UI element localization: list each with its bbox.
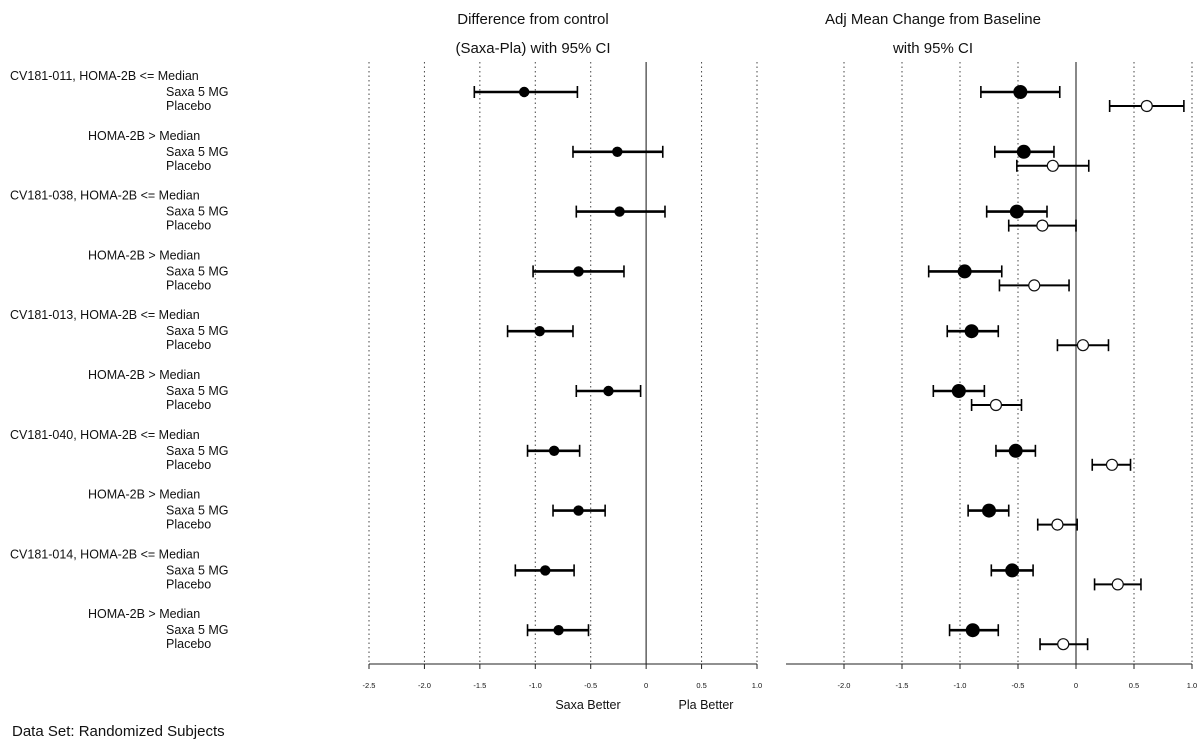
saxa-estimate-point xyxy=(1008,443,1023,458)
treatment-label: Saxa 5 MG xyxy=(166,623,229,637)
x-tick-label: -2.0 xyxy=(418,681,431,690)
saxa-estimate-point xyxy=(951,384,966,398)
adj-mean-change-panel: Adj Mean Change from Baseline with 95% C… xyxy=(786,11,1197,690)
placebo-estimate-point xyxy=(1036,219,1049,232)
control-label: Placebo xyxy=(166,518,211,532)
control-label: Placebo xyxy=(166,637,211,651)
x-tick-label: -2.0 xyxy=(838,681,851,690)
adj-mean-panel-title: Adj Mean Change from Baseline xyxy=(825,11,1041,28)
x-tick-label: -1.0 xyxy=(954,681,967,690)
x-tick-label: 1.0 xyxy=(1187,681,1197,690)
data-set-footer: Data Set: Randomized Subjects xyxy=(12,723,225,740)
x-tick-label: -0.5 xyxy=(584,681,597,690)
study-subgroup-label: CV181-014, HOMA-2B <= Median xyxy=(10,547,200,561)
treatment-label: Saxa 5 MG xyxy=(166,384,229,398)
control-label: Placebo xyxy=(166,278,211,292)
control-label: Placebo xyxy=(166,159,211,173)
treatment-label: Saxa 5 MG xyxy=(166,504,229,518)
difference-estimate-point xyxy=(519,86,530,98)
placebo-estimate-point xyxy=(1105,458,1119,471)
treatment-label: Saxa 5 MG xyxy=(166,264,229,278)
homa-subgroup-label: HOMA-2B > Median xyxy=(88,488,200,502)
saxa-estimate-point xyxy=(982,503,996,518)
placebo-estimate-point xyxy=(1057,638,1070,651)
difference-marks xyxy=(473,86,666,637)
difference-estimate-point xyxy=(603,385,614,397)
treatment-label: Saxa 5 MG xyxy=(166,563,229,577)
control-label: Placebo xyxy=(166,219,211,233)
placebo-estimate-point xyxy=(1111,578,1124,591)
difference-panel: Difference from control (Saxa-Pla) with … xyxy=(363,11,763,712)
x-tick-label: -1.5 xyxy=(473,681,486,690)
difference-panel-title: Difference from control xyxy=(457,11,608,28)
difference-estimate-point xyxy=(534,326,545,337)
treatment-label: Saxa 5 MG xyxy=(166,324,229,338)
placebo-estimate-point xyxy=(1028,279,1041,292)
x-tick-label: 0 xyxy=(1074,681,1078,690)
difference-panel-subtitle: (Saxa-Pla) with 95% CI xyxy=(455,40,610,57)
adj-mean-grid xyxy=(843,62,1193,664)
control-label: Placebo xyxy=(166,577,211,591)
difference-estimate-point xyxy=(612,146,623,157)
study-subgroup-label: CV181-011, HOMA-2B <= Median xyxy=(10,69,199,83)
saxa-estimate-point xyxy=(965,623,980,638)
difference-estimate-point xyxy=(553,625,564,636)
placebo-estimate-point xyxy=(1140,99,1153,113)
placebo-estimate-point xyxy=(1051,518,1064,531)
pla-better-label: Pla Better xyxy=(679,698,734,712)
treatment-label: Saxa 5 MG xyxy=(166,85,229,99)
difference-estimate-point xyxy=(548,445,560,456)
placebo-estimate-point xyxy=(989,398,1003,412)
x-tick-label: 0.5 xyxy=(1129,681,1139,690)
treatment-label: Saxa 5 MG xyxy=(166,444,229,458)
homa-subgroup-label: HOMA-2B > Median xyxy=(88,607,200,621)
x-tick-label: -1.0 xyxy=(529,681,542,690)
placebo-estimate-point xyxy=(1046,159,1059,172)
difference-x-axis: -2.5 -2.0 -1.5 -1.0 -0.5 0 0.5 1.0 xyxy=(363,663,762,690)
treatment-label: Saxa 5 MG xyxy=(166,145,229,159)
saxa-estimate-point xyxy=(957,264,972,279)
difference-estimate-point xyxy=(573,505,584,516)
saxa-estimate-point xyxy=(964,324,979,339)
control-label: Placebo xyxy=(166,99,211,113)
saxa-estimate-point xyxy=(1013,85,1028,99)
adj-mean-x-axis: -2.0 -1.5 -1.0 -0.5 0 0.5 1.0 xyxy=(786,663,1197,690)
x-tick-label: -1.5 xyxy=(896,681,909,690)
x-tick-label: -2.5 xyxy=(363,681,376,690)
adj-mean-marks xyxy=(927,85,1185,651)
saxa-estimate-point xyxy=(1016,144,1031,159)
placebo-estimate-point xyxy=(1076,339,1090,352)
x-tick-label: 0.5 xyxy=(696,681,706,690)
control-label: Placebo xyxy=(166,458,211,472)
difference-estimate-point xyxy=(540,565,551,576)
study-subgroup-label: CV181-040, HOMA-2B <= Median xyxy=(10,428,200,442)
homa-subgroup-label: HOMA-2B > Median xyxy=(88,368,200,382)
saxa-estimate-point xyxy=(1009,204,1024,219)
control-label: Placebo xyxy=(166,398,211,412)
difference-estimate-point xyxy=(614,206,625,217)
control-label: Placebo xyxy=(166,338,211,352)
homa-subgroup-label: HOMA-2B > Median xyxy=(88,129,200,143)
study-subgroup-label: CV181-013, HOMA-2B <= Median xyxy=(10,308,200,322)
difference-estimate-point xyxy=(573,266,584,277)
x-tick-label: 0 xyxy=(644,681,648,690)
x-tick-label: -0.5 xyxy=(1012,681,1025,690)
study-subgroup-label: CV181-038, HOMA-2B <= Median xyxy=(10,189,200,203)
x-tick-label: 1.0 xyxy=(752,681,762,690)
saxa-estimate-point xyxy=(1005,563,1020,578)
difference-grid xyxy=(368,62,758,664)
treatment-label: Saxa 5 MG xyxy=(166,205,229,219)
homa-subgroup-label: HOMA-2B > Median xyxy=(88,248,200,262)
adj-mean-panel-subtitle: with 95% CI xyxy=(892,40,973,57)
saxa-better-label: Saxa Better xyxy=(555,698,620,712)
